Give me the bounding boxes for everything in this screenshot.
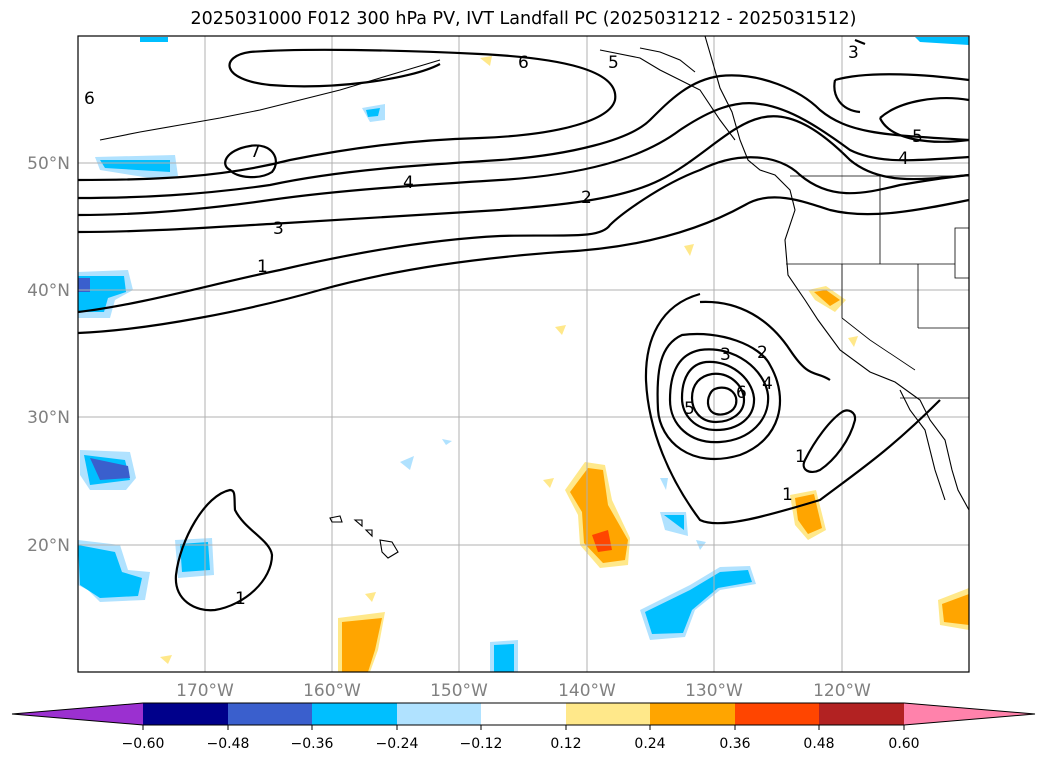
map-title: 2025031000 F012 300 hPa PV, IVT Landfall…	[190, 9, 857, 29]
colorbar-ticks	[142, 725, 905, 730]
pv-shading	[78, 37, 969, 672]
colorbar-segment	[481, 703, 566, 725]
colorbar-segment	[143, 703, 228, 725]
contour-label-north-7: 7	[250, 142, 261, 162]
colorbar-tick-label: 0.12	[550, 736, 581, 752]
lon-label-130w: 130°W	[685, 681, 743, 701]
contour-label-nw-6: 6	[84, 89, 95, 109]
colorbar-segment	[312, 703, 397, 725]
contour-label-ne-3: 3	[848, 43, 859, 63]
contour-label-low-6: 6	[736, 383, 747, 403]
coastlines	[99, 35, 970, 559]
lat-label-40n: 40°N	[27, 281, 70, 301]
contour-label-ne-5: 5	[912, 127, 923, 147]
ivt-contours	[77, 38, 970, 612]
contour-label-north-6: 6	[518, 53, 529, 73]
lon-label-170w: 170°W	[176, 681, 234, 701]
map-area	[78, 36, 969, 672]
contour-label-north-4: 4	[403, 173, 414, 193]
longitude-labels: 170°W 160°W 150°W 140°W 130°W 120°W	[176, 681, 871, 701]
lon-label-150w: 150°W	[430, 681, 488, 701]
lon-label-120w: 120°W	[813, 681, 871, 701]
colorbar-tick-label: −0.12	[460, 736, 503, 752]
contour-label-low-5: 5	[684, 399, 695, 419]
colorbar-segment	[735, 703, 819, 725]
contour-label-north-2: 2	[581, 188, 592, 208]
contour-labels: 7 6 5 4 3 2 1 3 5 4 6 3 2 4 6 5 1 1 1	[84, 43, 923, 609]
contour-label-sw-1: 1	[235, 589, 246, 609]
contour-label-low-2: 2	[757, 343, 768, 363]
colorbar-segment	[650, 703, 735, 725]
colorbar-tick-label: 0.48	[803, 736, 834, 752]
contour-label-north-1: 1	[257, 257, 268, 277]
colorbar-tick-label: −0.48	[207, 736, 250, 752]
lat-label-20n: 20°N	[27, 536, 70, 556]
contour-label-low-3: 3	[720, 345, 731, 365]
contour-label-low-1a: 1	[795, 447, 806, 467]
contour-label-low-1b: 1	[782, 485, 793, 505]
colorbar-tick-label: −0.60	[122, 736, 165, 752]
latitude-labels: 50°N 40°N 30°N 20°N	[27, 154, 70, 556]
colorbar-segment	[819, 703, 904, 725]
colorbar: −0.60 −0.48 −0.36 −0.24 −0.12 0.12 0.24 …	[11, 702, 1036, 752]
contour-label-north-5: 5	[608, 53, 619, 73]
colorbar-tick-label: 0.36	[719, 736, 750, 752]
lon-label-160w: 160°W	[303, 681, 361, 701]
contour-label-low-4: 4	[762, 374, 773, 394]
colorbar-tick-label: 0.24	[634, 736, 665, 752]
colorbar-tick-label: −0.36	[291, 736, 334, 752]
contour-label-ne-4: 4	[898, 149, 909, 169]
lat-label-30n: 30°N	[27, 408, 70, 428]
map-frame	[77, 35, 970, 673]
gridlines	[78, 36, 969, 672]
colorbar-tick-label: 0.60	[888, 736, 919, 752]
lon-label-140w: 140°W	[558, 681, 616, 701]
contour-label-north-3: 3	[273, 219, 284, 239]
colorbar-segment	[397, 703, 481, 725]
colorbar-extend-max	[904, 703, 1035, 725]
lat-label-50n: 50°N	[27, 154, 70, 174]
colorbar-segment	[566, 703, 650, 725]
colorbar-extend-min	[12, 703, 143, 725]
colorbar-segment	[228, 703, 312, 725]
colorbar-tick-label: −0.24	[376, 736, 419, 752]
